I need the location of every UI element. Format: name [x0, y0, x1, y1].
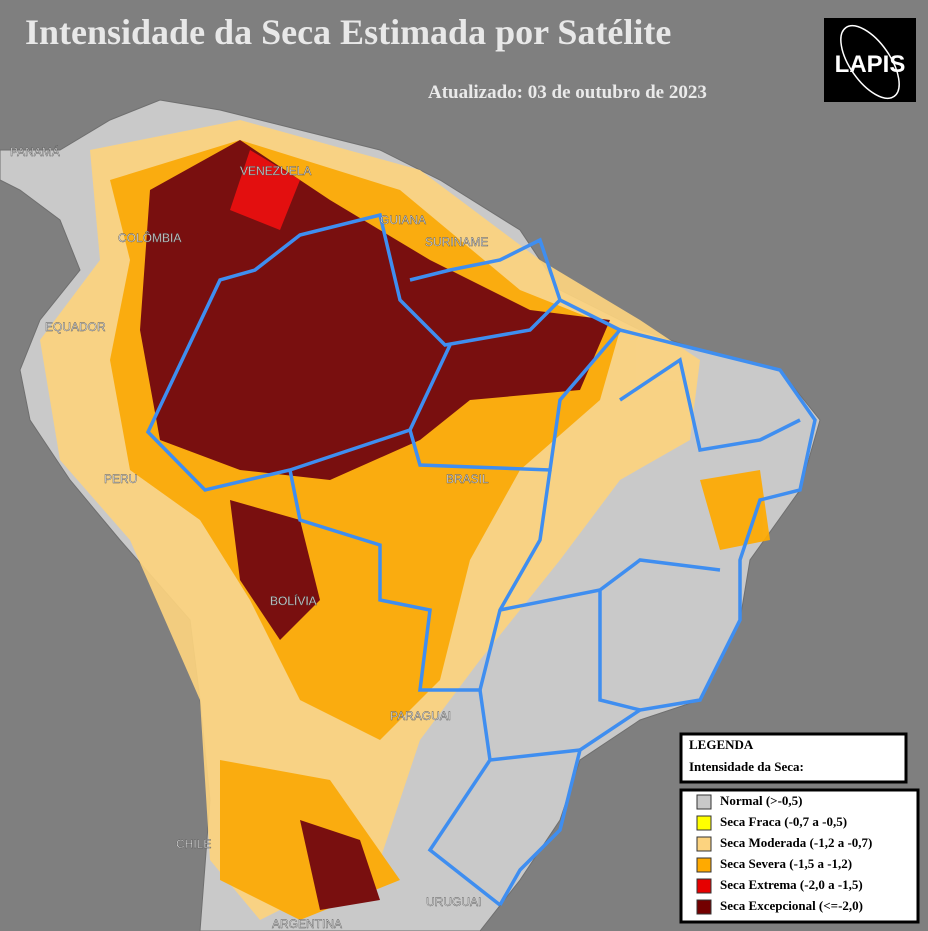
legend-title-box: [679, 732, 908, 784]
legend-swatch: [696, 836, 712, 852]
country-label: VENEZUELA: [240, 164, 311, 178]
country-label: SURINAME: [425, 235, 488, 249]
legend-label: Seca Extrema (-2,0 a -1,5): [720, 877, 863, 892]
country-label: PANAMÁ: [10, 144, 60, 159]
country-labels: PANAMÁ VENEZUELA GUIANA SURINAME COLÔMBI…: [10, 144, 489, 931]
legend-swatch: [696, 794, 712, 810]
legend-swatch: [696, 899, 712, 915]
legend-title: LEGENDA: [689, 737, 754, 752]
legend-label: Normal (>-0,5): [720, 793, 803, 808]
legend-swatch: [696, 857, 712, 873]
logo-text: LAPIS: [835, 51, 906, 78]
updated-date: Atualizado: 03 de outubro de 2023: [428, 82, 707, 103]
legend-label: Seca Moderada (-1,2 a -0,7): [720, 835, 872, 850]
legend-label: Seca Severa (-1,5 a -1,2): [720, 856, 852, 871]
drought-areas: [40, 120, 770, 920]
legend-label: Seca Excepcional (<=-2,0): [720, 898, 863, 913]
country-label: URUGUAI: [426, 895, 481, 909]
logo-box: [824, 18, 916, 102]
country-label: BOLÍVIA: [270, 593, 317, 608]
country-label: ARGENTINA: [272, 917, 342, 931]
title: Intensidade da Seca Estimada por Satélit…: [25, 12, 671, 52]
country-label: PERU: [104, 472, 137, 486]
state-borders: [145, 212, 817, 907]
country-label: BRASIL: [446, 472, 489, 486]
legend-swatch: [696, 878, 712, 894]
logo-orbit: [840, 24, 900, 100]
country-label: CHILE: [176, 837, 211, 851]
legend-label: Seca Fraca (-0,7 a -0,5): [720, 814, 847, 829]
legend-subtitle: Intensidade da Seca:: [689, 759, 804, 774]
legend-box: [679, 788, 920, 924]
legend-swatch: [696, 815, 712, 831]
country-label: GUIANA: [380, 213, 426, 227]
legend-items: Normal (>-0,5) Seca Fraca (-0,7 a -0,5) Se…: [696, 793, 872, 915]
country-label: EQUADOR: [45, 320, 106, 334]
country-label: PARAGUAI: [390, 709, 451, 723]
country-label: COLÔMBIA: [118, 230, 181, 245]
